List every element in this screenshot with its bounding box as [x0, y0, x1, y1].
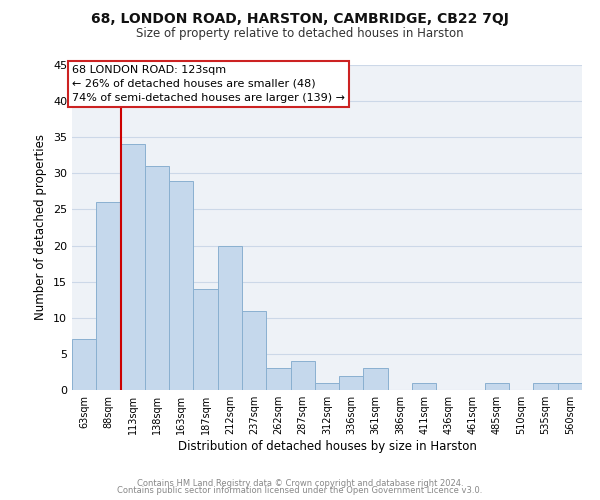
Text: 68 LONDON ROAD: 123sqm
← 26% of detached houses are smaller (48)
74% of semi-det: 68 LONDON ROAD: 123sqm ← 26% of detached…	[72, 65, 345, 103]
Text: 68, LONDON ROAD, HARSTON, CAMBRIDGE, CB22 7QJ: 68, LONDON ROAD, HARSTON, CAMBRIDGE, CB2…	[91, 12, 509, 26]
Bar	[242, 310, 266, 390]
Text: Contains HM Land Registry data © Crown copyright and database right 2024.: Contains HM Land Registry data © Crown c…	[137, 478, 463, 488]
Bar	[364, 368, 388, 390]
Bar	[121, 144, 145, 390]
Bar	[218, 246, 242, 390]
Bar	[145, 166, 169, 390]
Bar	[96, 202, 121, 390]
X-axis label: Distribution of detached houses by size in Harston: Distribution of detached houses by size …	[178, 440, 476, 453]
Bar	[315, 383, 339, 390]
Bar	[485, 383, 509, 390]
Bar	[193, 289, 218, 390]
Bar	[72, 340, 96, 390]
Text: Contains public sector information licensed under the Open Government Licence v3: Contains public sector information licen…	[118, 486, 482, 495]
Bar	[412, 383, 436, 390]
Y-axis label: Number of detached properties: Number of detached properties	[34, 134, 47, 320]
Bar	[339, 376, 364, 390]
Bar	[290, 361, 315, 390]
Bar	[266, 368, 290, 390]
Bar	[169, 180, 193, 390]
Bar	[533, 383, 558, 390]
Bar	[558, 383, 582, 390]
Text: Size of property relative to detached houses in Harston: Size of property relative to detached ho…	[136, 28, 464, 40]
